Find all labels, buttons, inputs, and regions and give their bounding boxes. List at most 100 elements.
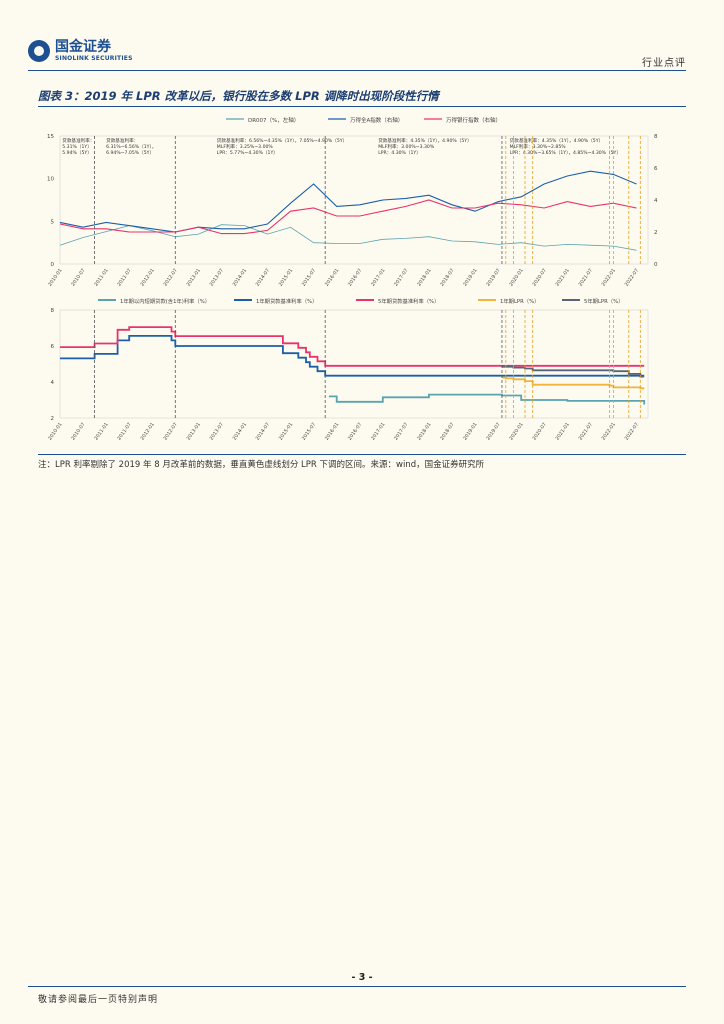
panel1-x-tick: 2021-01 — [555, 268, 571, 288]
panel1-x-tick: 2010-07 — [70, 268, 86, 288]
panel1-frame — [59, 135, 649, 265]
logo-icon — [28, 40, 50, 62]
panel2-x-tick: 2021-07 — [578, 422, 594, 442]
panel1-x-tick: 2012-01 — [139, 268, 155, 288]
panel2-x-tick: 2010-07 — [70, 422, 86, 442]
panel1-yleft-tick: 15 — [47, 134, 54, 140]
panel2-x-tick: 2016-01 — [324, 422, 340, 442]
panel2-x-tick: 2016-07 — [347, 422, 363, 442]
figure-bottom-rule — [38, 454, 686, 455]
header-divider — [28, 70, 686, 71]
panel2-x-tick: 2012-07 — [163, 422, 179, 442]
panel2-x-tick: 2019-01 — [462, 422, 478, 442]
panel1-x-tick: 2011-07 — [116, 268, 132, 288]
panel2-x-tick: 2015-07 — [301, 422, 317, 442]
panel1-legend-label: 万得银行指数（右轴） — [446, 116, 501, 124]
panel2-x-tick: 2014-01 — [232, 422, 248, 442]
panel2-x-tick: 2020-07 — [531, 422, 547, 442]
panel2-x-tick: 2018-07 — [439, 422, 455, 442]
panel2-series-line — [502, 365, 645, 378]
panel2-x-tick: 2017-07 — [393, 422, 409, 442]
panel2-x-tick: 2013-07 — [209, 422, 225, 442]
panel1-annotation: 贷款基准利率：6.56%~4.35%（1Y），7.05%~4.90%（5Y） ML… — [217, 137, 347, 156]
panel2-x-tick: 2022-07 — [624, 422, 640, 442]
panel1-yleft-tick: 5 — [51, 219, 55, 225]
panel2-y-tick: 2 — [51, 416, 55, 422]
panel2-x-tick: 2013-01 — [186, 422, 202, 442]
panel1-x-tick: 2018-01 — [416, 268, 432, 288]
panel1-annotation: 贷款基准利率：4.35%（1Y），4.90%（5Y） MLF利率：3.30%~2.… — [510, 137, 621, 156]
panel1-x-tick: 2012-07 — [163, 268, 179, 288]
panel1-x-tick: 2014-01 — [232, 268, 248, 288]
panel1-annotation: 贷款基准利率： 6.31%~6.56%（1Y）， 6.94%~7.05%（5Y） — [106, 137, 156, 156]
panel1-x-tick: 2015-07 — [301, 268, 317, 288]
panel1-x-tick: 2019-07 — [485, 268, 501, 288]
panel2-x-tick: 2014-07 — [255, 422, 271, 442]
panel2-series-line — [502, 376, 645, 390]
panel2-x-tick: 2017-01 — [370, 422, 386, 442]
panel2-x-tick: 2012-01 — [139, 422, 155, 442]
panel1-x-tick: 2020-01 — [508, 268, 524, 288]
logo-en-text: SINOLINK SECURITIES — [55, 55, 133, 62]
panel1-yright-tick: 4,000 — [654, 198, 658, 204]
panel1-series-line — [59, 199, 637, 235]
panel1-x-tick: 2013-01 — [186, 268, 202, 288]
panel1-x-tick: 2017-07 — [393, 268, 409, 288]
panel2-x-tick: 2018-01 — [416, 422, 432, 442]
panel1-x-tick: 2014-07 — [255, 268, 271, 288]
panel1-annotation: 贷款基准利率：4.35%（1Y），4.90%（5Y） MLF利率：3.00%~3.… — [378, 137, 471, 156]
logo-cn-text: 国金证券 — [55, 39, 111, 55]
panel1-yleft-tick: 0 — [51, 262, 55, 268]
panel2-legend-label: 5年期贷款基准利率（%） — [378, 297, 439, 305]
footer-disclaimer: 敬请参阅最后一页特别声明 — [38, 995, 159, 1005]
panel1-x-tick: 2019-01 — [462, 268, 478, 288]
panel1-legend-label: DR007（%，左轴） — [248, 116, 299, 124]
panel2-legend-label: 1年期LPR（%） — [500, 297, 539, 305]
panel1-x-tick: 2018-07 — [439, 268, 455, 288]
panel1-yright-tick: 0 — [654, 262, 658, 268]
panel2-legend-label: 1年期贷款基准利率（%） — [256, 297, 317, 305]
panel2-frame — [59, 309, 649, 419]
panel2-x-tick: 2011-01 — [93, 422, 109, 442]
footer-divider — [28, 986, 686, 987]
figure-top-rule — [38, 106, 686, 107]
panel1-yright-tick: 2,000 — [654, 230, 658, 236]
panel2-legend-label: 5年期LPR（%） — [584, 297, 623, 305]
panel2-x-tick: 2021-01 — [555, 422, 571, 442]
company-logo: 国金证券 SINOLINK SECURITIES — [28, 40, 133, 62]
panel1-x-tick: 2020-07 — [531, 268, 547, 288]
panel1-x-tick: 2022-01 — [601, 268, 617, 288]
panel1-x-tick: 2021-07 — [578, 268, 594, 288]
panel2-legend-label: 1年期以内短期贷款(含1年)利率（%） — [120, 297, 210, 305]
panel2-y-tick: 6 — [51, 344, 55, 350]
panel2-series-line — [329, 393, 646, 405]
panel2-x-tick: 2010-01 — [47, 422, 63, 442]
panel1-annotation: 贷款基准利率： 5.31%（1Y） 5.94%（5Y） — [62, 137, 94, 156]
panel2-y-tick: 4 — [51, 380, 55, 386]
panel1-series-line — [59, 170, 637, 233]
panel2-x-tick: 2015-01 — [278, 422, 294, 442]
panel1-x-tick: 2016-07 — [347, 268, 363, 288]
panel1-yleft-tick: 10 — [47, 177, 54, 183]
panel1-x-tick: 2011-01 — [93, 268, 109, 288]
panel1-legend-label: 万得全A指数（右轴） — [350, 116, 403, 124]
panel2-y-tick: 8 — [51, 308, 55, 314]
panel2-series-line — [60, 326, 645, 367]
panel1-yright-tick: 8,000 — [654, 134, 658, 140]
panel1-x-tick: 2022-07 — [624, 268, 640, 288]
report-category: 行业点评 — [642, 58, 686, 69]
page-number: - 3 - — [351, 972, 373, 983]
panel2-x-tick: 2020-01 — [508, 422, 524, 442]
panel2-x-tick: 2019-07 — [485, 422, 501, 442]
panel1-x-tick: 2013-07 — [209, 268, 225, 288]
panel1-x-tick: 2015-01 — [278, 268, 294, 288]
panel1-x-tick: 2016-01 — [324, 268, 340, 288]
figure-chart: DR007（%，左轴） 万得全A指数（右轴） 万得银行指数（右轴） 15 10 5 0 8,0… — [47, 116, 658, 442]
panel1-x-tick: 2010-01 — [47, 268, 63, 288]
figure-note: 注：LPR 利率剔除了 2019 年 8 月改革前的数据，垂直黄色虚线划分 LP… — [38, 460, 485, 470]
panel2-x-tick: 2011-07 — [116, 422, 132, 442]
figure-title: 图表 3：2019 年 LPR 改革以后，银行股在多数 LPR 调降时出现阶段性… — [38, 89, 439, 103]
panel2-x-tick: 2022-01 — [601, 422, 617, 442]
panel1-yright-tick: 6,000 — [654, 166, 658, 172]
panel1-x-tick: 2017-01 — [370, 268, 386, 288]
